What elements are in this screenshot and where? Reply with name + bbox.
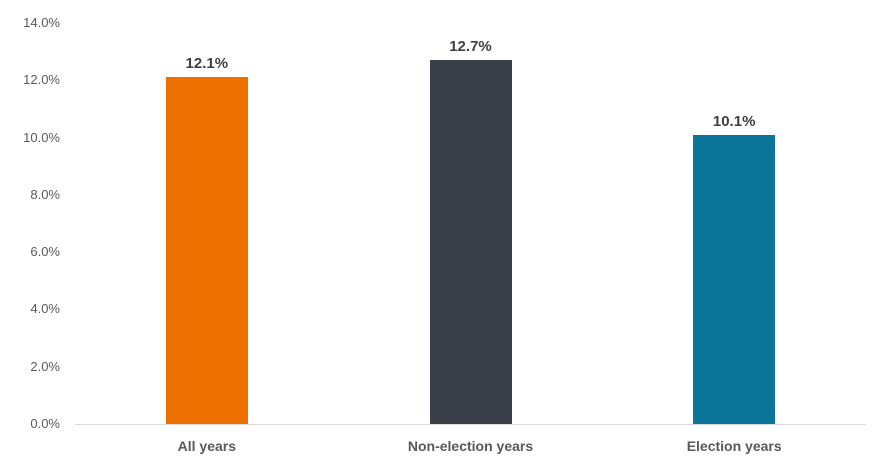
bar-non-election-years bbox=[429, 60, 512, 424]
x-axis-category-label: All years bbox=[177, 438, 237, 454]
bar-election-years bbox=[693, 134, 776, 424]
y-axis-tick-label: 10.0% bbox=[23, 129, 60, 145]
bar-value-label: 12.7% bbox=[449, 38, 492, 56]
bar-value-label: 12.1% bbox=[185, 55, 229, 73]
x-axis-category-label: Election years bbox=[686, 438, 782, 454]
bar-all-years bbox=[165, 77, 248, 424]
y-axis-tick-label: 4.0% bbox=[30, 301, 60, 317]
y-axis-tick-label: 12.0% bbox=[23, 72, 60, 88]
x-axis-line bbox=[75, 424, 866, 425]
x-axis-category-label: Non-election years bbox=[407, 438, 534, 454]
y-axis-tick-label: 2.0% bbox=[30, 358, 60, 374]
y-axis-tick-label: 8.0% bbox=[30, 186, 60, 202]
y-axis-tick-label: 6.0% bbox=[30, 244, 60, 260]
bar-value-label: 10.1% bbox=[712, 112, 756, 130]
y-axis-tick-label: 14.0% bbox=[23, 15, 60, 30]
y-axis-tick-label: 0.0% bbox=[30, 416, 60, 431]
